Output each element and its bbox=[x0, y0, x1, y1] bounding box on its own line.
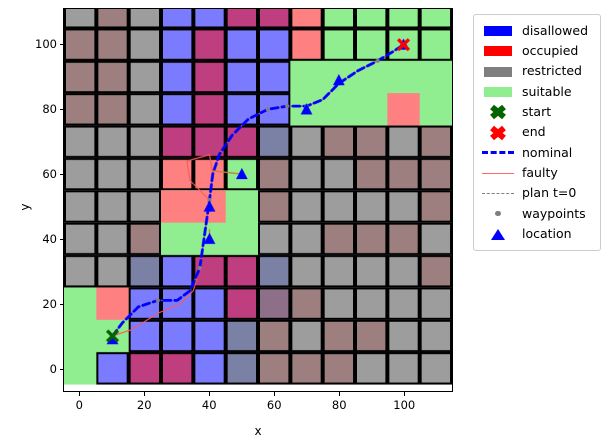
x-tick-label: 100 bbox=[393, 398, 416, 412]
y-tick-mark bbox=[59, 369, 63, 371]
legend-label: waypoints bbox=[522, 205, 586, 221]
legend-label: plan t=0 bbox=[522, 185, 577, 201]
dashed-line-sample bbox=[482, 150, 514, 154]
x-tick-mark bbox=[144, 392, 146, 396]
y-tick-mark bbox=[59, 239, 63, 241]
y-tick-label: 80 bbox=[42, 101, 57, 116]
legend-item-plan-t-0: plan t=0 bbox=[481, 183, 594, 203]
legend-item-occupied: occupied bbox=[481, 41, 594, 61]
y-tick-mark bbox=[59, 108, 63, 110]
dot-sample bbox=[495, 210, 501, 217]
x-tick-mark bbox=[339, 392, 341, 396]
legend-key-patch-icon bbox=[481, 21, 515, 41]
legend: disallowed occupied restricted suitable star… bbox=[473, 14, 601, 252]
legend-label: faulty bbox=[522, 164, 558, 180]
color-swatch bbox=[484, 66, 512, 77]
legend-label: start bbox=[522, 104, 552, 120]
legend-item-waypoints: waypoints bbox=[481, 204, 594, 224]
legend-item-restricted: restricted bbox=[481, 62, 594, 82]
legend-key-patch-icon bbox=[481, 82, 515, 102]
y-tick-label: 40 bbox=[42, 232, 57, 247]
legend-key-patch-icon bbox=[481, 41, 515, 61]
y-tick-label: 0 bbox=[49, 362, 57, 377]
triangle-sample bbox=[491, 229, 505, 241]
legend-label: disallowed bbox=[522, 22, 589, 38]
legend-label: location bbox=[522, 225, 572, 241]
x-tick-mark bbox=[79, 392, 81, 396]
legend-key-dashed-thin-icon bbox=[481, 184, 515, 204]
legend-item-suitable: suitable bbox=[481, 82, 594, 102]
legend-label: nominal bbox=[522, 144, 573, 160]
x-tick-mark bbox=[404, 392, 406, 396]
path-overlay bbox=[64, 9, 452, 391]
x-tick-label: 0 bbox=[75, 398, 83, 412]
dashed-line-sample bbox=[482, 193, 514, 195]
legend-item-disallowed: disallowed bbox=[481, 21, 594, 41]
legend-item-start: start bbox=[481, 102, 594, 122]
color-swatch bbox=[484, 46, 512, 57]
legend-key-patch-icon bbox=[481, 62, 515, 82]
x-tick-label: 60 bbox=[266, 398, 282, 412]
color-swatch bbox=[484, 87, 512, 98]
legend-label: occupied bbox=[522, 43, 579, 59]
x-axis-label: x bbox=[254, 424, 262, 438]
x-tick-label: 40 bbox=[201, 398, 217, 412]
legend-item-nominal: nominal bbox=[481, 143, 594, 163]
y-tick-label: 60 bbox=[42, 166, 57, 181]
y-tick-mark bbox=[59, 304, 63, 306]
plot-area bbox=[63, 8, 453, 392]
legend-item-faulty: faulty bbox=[481, 163, 594, 183]
x-tick-mark bbox=[274, 392, 276, 396]
legend-key-dot-icon bbox=[481, 204, 515, 224]
y-tick-mark bbox=[59, 173, 63, 175]
y-tick-label: 20 bbox=[42, 297, 57, 312]
x-tick-label: 20 bbox=[136, 398, 152, 412]
x-tick-label: 80 bbox=[331, 398, 347, 412]
x-marker-sample bbox=[490, 125, 506, 140]
legend-key-dashed-icon bbox=[481, 143, 515, 163]
legend-label: restricted bbox=[522, 63, 582, 79]
legend-item-end: end bbox=[481, 122, 594, 142]
legend-key-marker-x-icon bbox=[481, 102, 515, 122]
y-tick-label: 100 bbox=[35, 36, 57, 51]
y-axis-label: y bbox=[18, 203, 32, 211]
x-tick-mark bbox=[209, 392, 211, 396]
line-sample bbox=[482, 172, 514, 174]
legend-item-location: location bbox=[481, 224, 594, 244]
legend-key-solid-icon bbox=[481, 163, 515, 183]
x-marker-sample bbox=[490, 105, 506, 120]
legend-key-marker-x-icon bbox=[481, 123, 515, 143]
color-swatch bbox=[484, 26, 512, 37]
legend-label: end bbox=[522, 124, 546, 140]
legend-key-triangle-icon bbox=[481, 224, 515, 244]
y-tick-mark bbox=[59, 43, 63, 45]
legend-label: suitable bbox=[522, 83, 572, 99]
